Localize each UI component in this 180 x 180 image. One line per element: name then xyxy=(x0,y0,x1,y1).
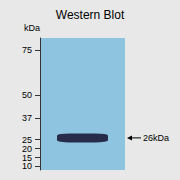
svg-text:20: 20 xyxy=(22,143,32,154)
svg-text:25: 25 xyxy=(22,134,32,145)
svg-text:10: 10 xyxy=(22,161,32,171)
svg-text:50: 50 xyxy=(22,90,32,100)
svg-text:kDa: kDa xyxy=(24,23,40,33)
svg-text:26kDa: 26kDa xyxy=(143,133,169,143)
svg-text:15: 15 xyxy=(22,152,32,163)
svg-text:Western Blot: Western Blot xyxy=(56,8,125,22)
svg-text:75: 75 xyxy=(22,45,32,55)
svg-text:37: 37 xyxy=(22,113,32,123)
